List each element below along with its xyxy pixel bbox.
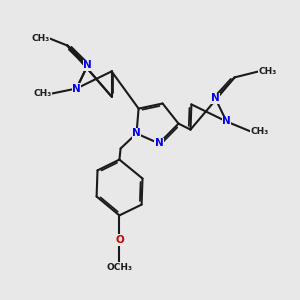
Text: CH₃: CH₃	[259, 67, 277, 76]
Text: N: N	[154, 138, 164, 148]
Text: CH₃: CH₃	[31, 34, 50, 43]
Text: N: N	[72, 83, 81, 94]
Text: O: O	[115, 235, 124, 245]
Text: CH₃: CH₃	[33, 89, 52, 98]
Text: OCH₃: OCH₃	[106, 262, 132, 272]
Text: N: N	[211, 93, 220, 103]
Text: N: N	[222, 116, 231, 127]
Text: CH₃: CH₃	[250, 127, 269, 136]
Text: N: N	[132, 128, 141, 139]
Text: N: N	[83, 60, 92, 70]
